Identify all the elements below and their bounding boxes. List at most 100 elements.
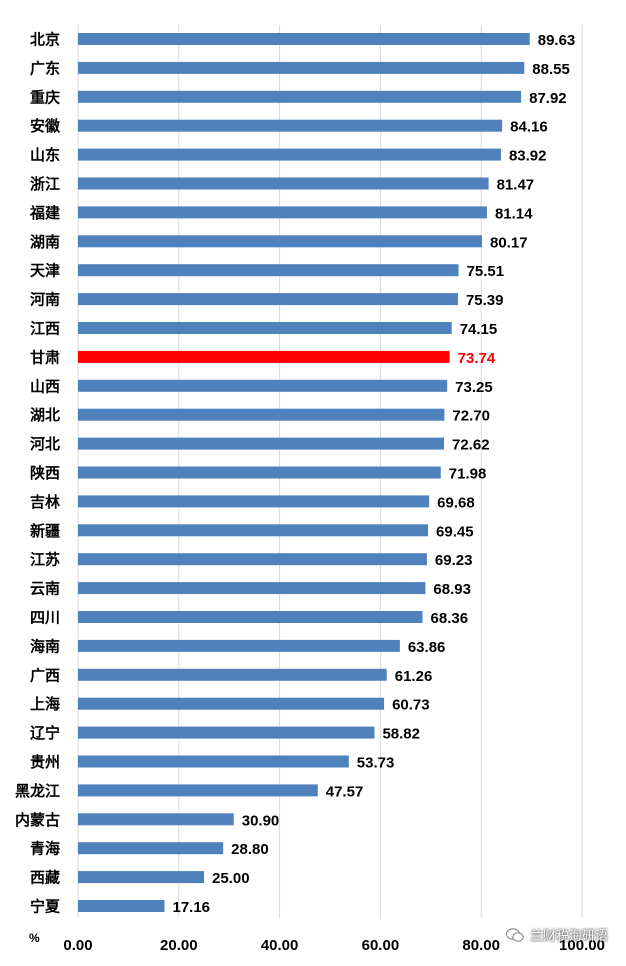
value-label: 89.63	[538, 32, 576, 49]
category-labels: 北京广东重庆安徽山东浙江福建湖南天津河南江西甘肃山西湖北河北陕西吉林新疆江苏云南…	[15, 31, 61, 916]
bar	[78, 33, 530, 45]
category-label: 上海	[30, 695, 60, 713]
bar	[78, 322, 452, 334]
category-label: 青海	[30, 840, 60, 858]
category-label: 西藏	[30, 869, 60, 887]
category-label: 甘肃	[30, 348, 60, 366]
bar	[78, 148, 501, 161]
value-label: 68.93	[433, 581, 471, 598]
value-label: 17.16	[172, 899, 210, 916]
bar	[78, 900, 165, 912]
bar	[78, 582, 426, 595]
watermark: 兰财税海研语	[506, 925, 608, 944]
bar	[78, 264, 459, 277]
category-label: 广东	[30, 59, 60, 77]
value-label: 83.92	[509, 148, 547, 165]
value-label: 25.00	[212, 870, 250, 887]
bar	[78, 553, 427, 566]
x-tick-label: 100.00	[559, 937, 605, 954]
value-label: 72.70	[452, 408, 490, 425]
value-label: 30.90	[242, 812, 280, 829]
value-label: 63.86	[408, 639, 446, 656]
x-tick-label: 80.00	[462, 937, 500, 954]
bar	[78, 466, 441, 479]
bar	[78, 755, 349, 768]
bar	[78, 697, 385, 710]
category-label: 河北	[30, 435, 60, 453]
bar	[78, 235, 483, 248]
bars	[78, 33, 530, 912]
value-label: 73.25	[455, 379, 493, 396]
category-label: 广西	[30, 666, 60, 684]
x-tick-label: 0.00	[63, 937, 92, 954]
value-label: 68.36	[431, 610, 469, 627]
category-label: 黑龙江	[15, 782, 60, 800]
value-label: 81.14	[495, 205, 533, 222]
value-label: 72.62	[452, 437, 490, 454]
category-label: 吉林	[30, 493, 61, 511]
bar	[78, 813, 234, 826]
bar	[78, 119, 503, 132]
category-label: 山西	[30, 377, 60, 395]
bar	[78, 784, 318, 797]
category-label: 江西	[30, 320, 60, 338]
value-label: 53.73	[357, 755, 395, 772]
x-axis-ticks: 0.00 20.00 40.00 60.00 80.00 100.00	[63, 937, 605, 954]
x-axis-unit: %	[29, 931, 40, 945]
value-label: 71.98	[449, 466, 487, 483]
x-tick-label: 60.00	[362, 937, 400, 954]
category-label: 江苏	[30, 551, 60, 569]
value-label: 60.73	[392, 697, 430, 714]
category-label: 湖北	[30, 406, 60, 424]
bar	[78, 408, 445, 421]
category-label: 湖南	[30, 233, 60, 251]
value-label: 74.15	[460, 321, 498, 338]
x-tick-label: 40.00	[261, 937, 299, 954]
bar	[78, 90, 522, 103]
category-label: 陕西	[30, 464, 60, 482]
bar	[78, 206, 487, 219]
bar	[78, 437, 445, 450]
category-label: 福建	[29, 204, 61, 222]
category-label: 贵州	[30, 753, 60, 771]
category-label: 天津	[30, 262, 60, 280]
watermark-text: 兰财税海研语	[529, 929, 608, 944]
value-label: 58.82	[382, 726, 420, 743]
category-label: 河南	[30, 291, 60, 309]
category-label: 宁夏	[30, 898, 61, 916]
value-label: 88.55	[532, 61, 570, 78]
category-label: 重庆	[30, 88, 60, 106]
bar	[78, 524, 429, 537]
value-label: 75.39	[466, 292, 504, 309]
category-label: 内蒙古	[15, 811, 60, 829]
value-label: 80.17	[490, 234, 528, 251]
bar	[78, 871, 204, 884]
category-label: 海南	[30, 637, 60, 655]
bar	[78, 379, 448, 392]
bar	[78, 350, 450, 363]
bar	[78, 293, 458, 306]
bar	[78, 668, 387, 681]
bar	[78, 611, 423, 623]
value-label: 47.57	[326, 783, 364, 800]
bar	[78, 639, 400, 652]
bar	[78, 726, 375, 739]
value-label: 61.26	[395, 668, 433, 685]
value-labels: 89.63 88.55 87.92 84.16 83.92 81.47 81.14 80.17…	[172, 32, 575, 916]
value-label: 69.45	[436, 523, 474, 540]
category-label: 北京	[30, 31, 60, 49]
bar	[78, 61, 525, 74]
value-label: 69.23	[435, 552, 473, 569]
value-label: 84.16	[510, 119, 548, 136]
category-label: 四川	[30, 609, 60, 627]
category-label: 新疆	[30, 522, 60, 540]
value-label: 28.80	[231, 841, 269, 858]
value-label: 69.68	[437, 494, 475, 511]
category-label: 浙江	[30, 175, 60, 193]
x-tick-label: 20.00	[160, 937, 198, 954]
wechat-icon	[506, 927, 524, 942]
value-label: 73.74	[458, 350, 496, 367]
value-label: 75.51	[467, 263, 505, 280]
category-label: 安徽	[30, 117, 61, 135]
